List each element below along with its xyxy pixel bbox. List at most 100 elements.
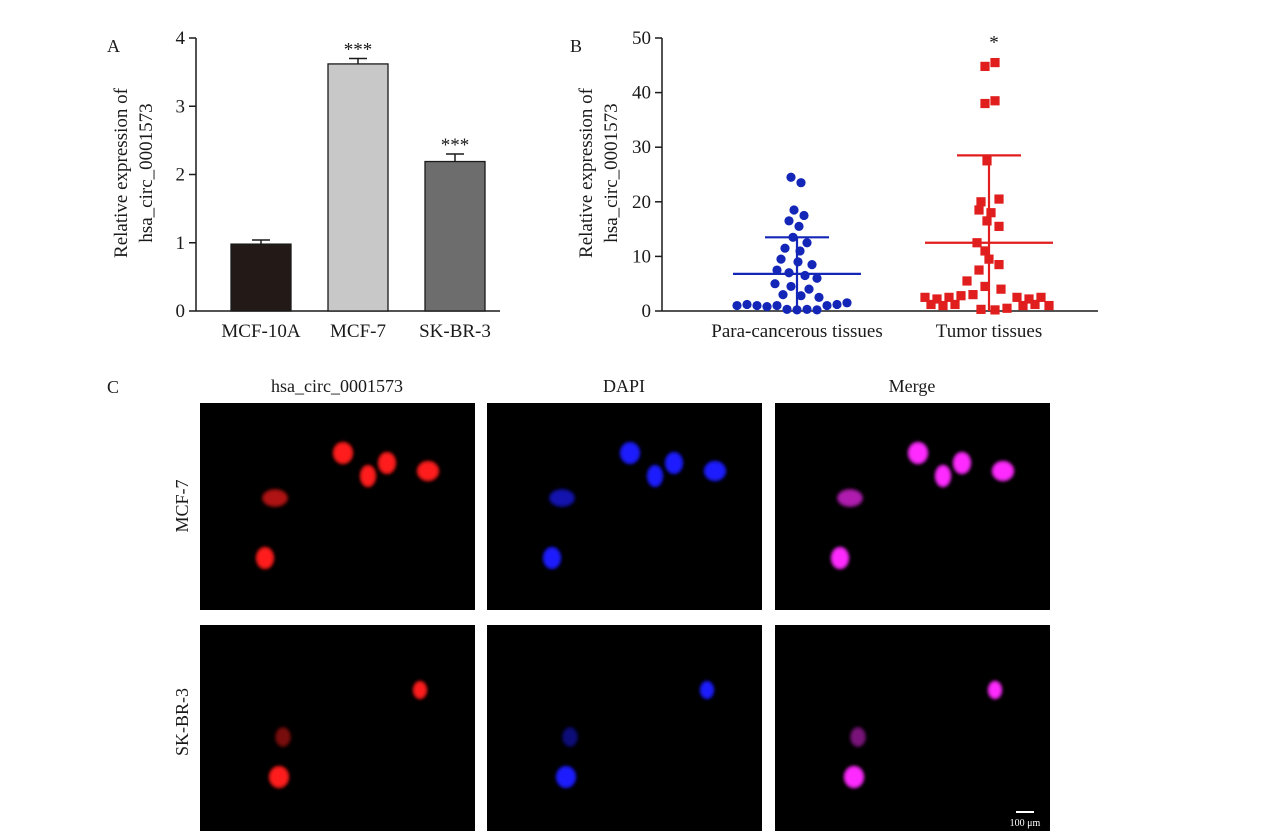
bar-series-a: *** *** [230, 39, 486, 312]
data-point [976, 197, 986, 207]
y-axis-b: 0 10 20 30 40 50 [632, 28, 1098, 322]
micrograph-background [775, 625, 1050, 831]
significance-marker: *** [344, 39, 373, 60]
significance-marker: * [989, 33, 999, 54]
nucleus [276, 728, 290, 746]
y-tick-label-b: 10 [632, 246, 651, 267]
data-point [996, 284, 1006, 294]
nucleus [851, 728, 865, 746]
micrograph-skbr3-merge [775, 625, 1050, 831]
nucleus [563, 728, 577, 746]
data-point [980, 98, 990, 109]
x-tick-label-a: MCF-7 [330, 321, 386, 342]
data-point [802, 304, 812, 314]
micrograph-grid [200, 403, 1050, 831]
micrograph-background [200, 403, 475, 610]
data-point [1012, 292, 1022, 302]
nucleus [648, 466, 662, 486]
data-point [962, 276, 972, 286]
data-point [786, 281, 796, 292]
data-point [784, 216, 794, 226]
micrograph-mcf7-dapi [487, 403, 762, 610]
column-title-circ: hsa_circ_0001573 [271, 376, 403, 396]
data-point [938, 300, 948, 311]
panel-label-c: C [107, 377, 119, 397]
micrograph-mcf7-circ [200, 403, 475, 610]
data-point [796, 178, 806, 188]
nucleus [544, 548, 560, 568]
micrograph-background [200, 625, 475, 831]
panel-label-b: B [570, 36, 582, 56]
data-point [994, 194, 1004, 204]
y-tick-label-b: 30 [632, 137, 651, 158]
bar-chart-panel-a: 0 1 2 3 4 *** *** MCF-10A MCF-7 SK-BR-3 Relativ… [111, 28, 500, 342]
mean-sd-lines-b: * [733, 33, 1053, 311]
data-point [800, 270, 810, 281]
data-point [812, 273, 822, 283]
bar [424, 160, 486, 312]
data-point [804, 284, 814, 294]
data-point [944, 292, 954, 302]
scale-bar-label: 100 μm [1010, 818, 1041, 829]
nucleus [257, 548, 273, 568]
data-point [974, 265, 984, 275]
data-point [1024, 294, 1034, 304]
nucleus [621, 443, 639, 463]
data-point [770, 279, 780, 289]
data-point [994, 221, 1004, 231]
scatter-points-b [732, 57, 1054, 315]
nucleus [909, 443, 927, 463]
nucleus [832, 548, 848, 568]
y-tick-label-a: 2 [176, 165, 186, 186]
data-point [1044, 300, 1054, 311]
data-point [1002, 303, 1012, 313]
micrograph-panel-c: hsa_circ_0001573 DAPI Merge MCF-7 SK-BR-… [172, 376, 1050, 831]
data-point [732, 300, 742, 311]
data-point [762, 302, 772, 312]
micrograph-background [487, 625, 762, 831]
y-tick-label-b: 40 [632, 83, 651, 104]
data-point [986, 208, 996, 218]
panel-label-a: A [107, 36, 120, 56]
x-tick-labels-b: Para-cancerous tissues Tumor tissues [711, 321, 1042, 342]
data-point [982, 216, 992, 226]
data-point [772, 300, 782, 311]
micrograph-skbr3-circ [200, 625, 475, 831]
data-point [832, 299, 842, 310]
data-point [950, 299, 960, 310]
data-point [812, 305, 822, 315]
nucleus [701, 682, 713, 698]
y-axis-label-a-line1: Relative expression of [111, 87, 132, 258]
nucleus [845, 767, 863, 787]
nucleus [334, 443, 352, 463]
micrograph-background [487, 403, 762, 610]
nucleus [379, 453, 395, 473]
data-point [982, 156, 992, 166]
y-tick-label-a: 4 [176, 28, 186, 49]
y-tick-label-a: 3 [176, 96, 186, 117]
bar [230, 243, 292, 312]
nucleus [557, 767, 575, 787]
nucleus [954, 453, 970, 473]
nucleus [936, 466, 950, 486]
data-point [772, 265, 782, 275]
data-point [794, 221, 804, 231]
data-point [786, 172, 796, 182]
data-point [796, 291, 806, 301]
data-point [782, 304, 792, 314]
data-point [1030, 299, 1040, 310]
nucleus [993, 462, 1013, 480]
x-tick-label-b: Para-cancerous tissues [711, 321, 882, 342]
data-point [742, 299, 752, 310]
row-label-skbr3: SK-BR-3 [172, 688, 192, 756]
y-axis-label-b-line2: hsa_circ_0001573 [601, 103, 622, 242]
nucleus [414, 682, 426, 698]
data-point [932, 294, 942, 304]
data-point [778, 290, 788, 300]
data-point [994, 259, 1004, 270]
data-point [956, 291, 966, 301]
data-point [926, 299, 936, 310]
scatter-chart-panel-b: 0 10 20 30 40 50 * Para-cancerous tissues Tumo… [576, 28, 1098, 342]
y-tick-label-b: 0 [642, 301, 652, 322]
row-label-mcf7: MCF-7 [172, 479, 192, 532]
